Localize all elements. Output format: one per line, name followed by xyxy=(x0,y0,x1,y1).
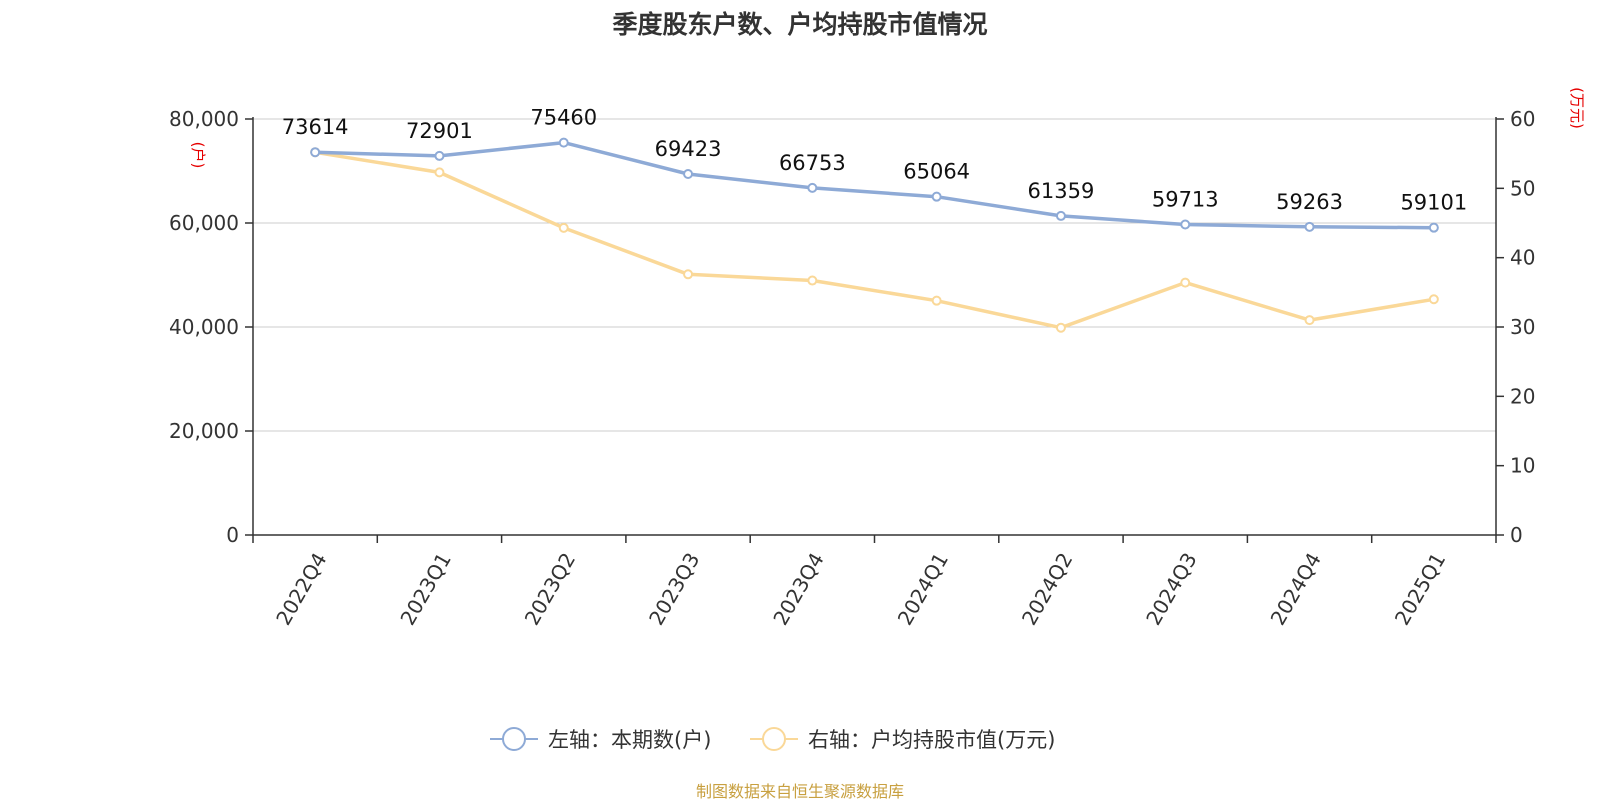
series-1-point-3 xyxy=(683,269,694,280)
series-0-point-6 xyxy=(1055,210,1066,221)
x-tick-label-7: 2024Q3 xyxy=(1141,549,1201,630)
series-line-0 xyxy=(315,140,1434,230)
x-tick-label-3: 2023Q3 xyxy=(644,549,704,630)
left-axis-unit-label: (户) xyxy=(189,142,207,169)
series-0-point-9 xyxy=(1428,222,1439,233)
x-tick-label-5: 2024Q1 xyxy=(893,549,953,630)
data-label-7: 59713 xyxy=(1152,187,1219,211)
data-labels: 73614 72901 75460 69423 66753 65064 61359 59713… xyxy=(282,106,1468,215)
series-1-point-9 xyxy=(1428,294,1439,305)
x-tick-label-1: 2023Q1 xyxy=(395,549,455,630)
series-1-point-4 xyxy=(807,275,818,286)
data-label-1: 72901 xyxy=(406,119,473,143)
legend: 左轴：本期数(户) 右轴：户均持股市值(万元) xyxy=(490,727,1055,752)
series-layer xyxy=(310,137,1439,333)
data-label-4: 66753 xyxy=(779,151,846,175)
series-0-point-0 xyxy=(310,147,321,158)
right-axis-unit-label: (万元) xyxy=(1568,87,1586,129)
data-label-5: 65064 xyxy=(903,160,970,184)
right-tick-label-5: 50 xyxy=(1510,176,1535,200)
series-0-point-5 xyxy=(931,191,942,202)
legend-label-1: 右轴：户均持股市值(万元) xyxy=(808,728,1055,752)
series-1-point-1 xyxy=(434,167,445,178)
right-tick-label-4: 40 xyxy=(1510,246,1535,270)
series-1-point-8 xyxy=(1304,315,1315,326)
right-tick-label-1: 10 xyxy=(1510,454,1535,478)
legend-label-0: 左轴：本期数(户) xyxy=(548,728,711,752)
x-tick-label-4: 2023Q4 xyxy=(768,549,828,630)
right-tick-label-0: 0 xyxy=(1510,523,1523,547)
left-tick-label-4: 80,000 xyxy=(169,107,239,131)
series-1-point-7 xyxy=(1180,277,1191,288)
data-label-2: 75460 xyxy=(530,106,597,130)
x-tick-label-8: 2024Q4 xyxy=(1266,549,1326,630)
series-0-point-3 xyxy=(683,169,694,180)
series-1-point-5 xyxy=(931,295,942,306)
series-0-point-1 xyxy=(434,150,445,161)
x-tick-label-6: 2024Q2 xyxy=(1017,549,1077,630)
chart-title: 季度股东户数、户均持股市值情况 xyxy=(612,10,987,39)
left-tick-label-1: 20,000 xyxy=(169,419,239,443)
series-0-point-7 xyxy=(1180,219,1191,230)
series-1-point-6 xyxy=(1055,322,1066,333)
data-label-8: 59263 xyxy=(1276,190,1343,214)
series-line-1 xyxy=(314,150,1435,330)
right-tick-label-2: 20 xyxy=(1510,384,1535,408)
legend-marker-0 xyxy=(502,727,526,751)
series-0-point-4 xyxy=(807,182,818,193)
gridlines xyxy=(253,118,1496,432)
series-0-point-2 xyxy=(558,137,569,148)
axes: 0 20,000 40,000 60,000 80,000 0 10 20 30 40 50 60 20… xyxy=(169,107,1535,629)
left-tick-label-3: 60,000 xyxy=(169,211,239,235)
x-tick-label-2: 2023Q2 xyxy=(520,549,580,630)
data-label-0: 73614 xyxy=(282,115,349,139)
left-tick-label-2: 40,000 xyxy=(169,315,239,339)
x-tick-label-9: 2025Q1 xyxy=(1390,549,1450,630)
left-tick-label-0: 0 xyxy=(226,523,239,547)
series-0-point-8 xyxy=(1304,221,1315,232)
x-tick-label-0: 2022Q4 xyxy=(271,549,331,630)
right-tick-label-3: 30 xyxy=(1510,315,1535,339)
data-label-9: 59101 xyxy=(1400,191,1467,215)
data-label-6: 61359 xyxy=(1028,179,1095,203)
source-note: 制图数据来自恒生聚源数据库 xyxy=(696,782,904,800)
right-tick-label-6: 60 xyxy=(1510,107,1535,131)
data-label-3: 69423 xyxy=(655,137,722,161)
series-1-point-2 xyxy=(558,222,569,233)
legend-marker-1 xyxy=(762,727,786,751)
